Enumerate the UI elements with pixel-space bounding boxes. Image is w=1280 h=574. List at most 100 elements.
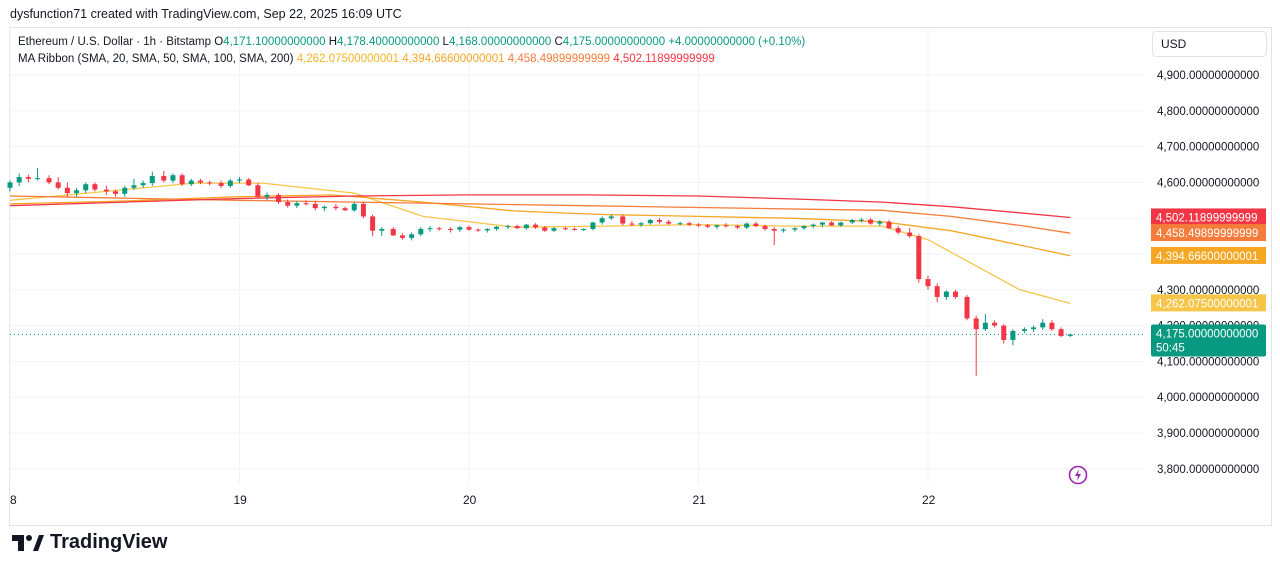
candle-body [656,219,662,222]
x-tick-label: 21 [693,493,707,507]
candle-body [982,322,988,330]
candle-body [55,182,61,188]
candle-body [25,177,31,179]
candle-body [1021,329,1027,331]
candle-body [409,234,415,238]
candle-body [64,187,70,194]
candle-body [1058,329,1064,336]
tradingview-logo-icon [12,534,44,551]
candle-body [753,223,759,227]
ma-line [9,194,1071,257]
x-tick-label: 8 [10,493,17,507]
last-price-tag-label: 4,175.00000000000 [1156,329,1258,341]
x-tick-label: 22 [922,493,936,507]
candle-body [838,222,844,226]
y-tick-label: 4,100.00000000000 [1157,356,1259,368]
candle-body [35,178,41,180]
candle-body [285,202,291,206]
candle-body [735,226,741,228]
ma200-value: 4,502.11899999999 [613,53,715,65]
high-label: H [328,36,338,48]
candle-body [620,216,626,224]
candle-body [351,203,357,211]
candle-body [523,224,529,229]
candle-body [762,226,768,229]
candle-body [255,185,261,197]
candle-body [505,226,511,228]
high-value: 4,178.40000000000 [337,36,440,48]
candle-body [92,184,98,190]
candle-body [551,228,557,231]
candle-body [448,228,454,230]
open-value: 4,171.10000000000 [223,36,326,48]
candle-body [964,296,970,319]
candle-body [321,206,327,209]
ma-price-tag-label: 4,502.11899999999 [1156,212,1257,224]
y-tick-label: 3,800.00000000000 [1157,464,1259,476]
candle-body [666,221,672,224]
ma-price-tag [1151,246,1266,264]
candle-body [705,225,711,227]
ma-ribbon-legend: MA Ribbon (SMA, 20, SMA, 50, SMA, 100, S… [18,53,715,65]
y-tick-label: 4,800.00000000000 [1157,106,1259,118]
ma50-value: 4,394.66600000001 [402,53,505,65]
candle-body [771,228,777,231]
candle-body [303,203,309,205]
candle-body [466,227,472,230]
candle-body [1049,322,1055,330]
ma-price-tag-label: 4,262.07500000001 [1156,298,1258,310]
candle-body [494,226,500,229]
brand-name: TradingView [50,531,168,553]
candle-body [514,226,520,229]
candle-body [179,175,185,185]
candle-body [312,203,318,209]
bar-countdown-label: 50:45 [1156,343,1185,355]
candle-body [744,223,750,228]
candle-body [1010,330,1016,340]
candle-body [122,187,128,194]
candle-body [457,227,463,230]
candle-body [342,208,348,211]
candle-body [973,318,979,330]
candle-body [792,228,798,230]
candle-body [943,291,949,297]
ma100-value: 4,458.49899999999 [507,53,611,65]
candle-body [399,235,405,238]
candle-body [207,182,213,184]
candle-body [83,184,89,191]
candle-body [608,216,614,219]
candle-body [590,222,596,229]
candle-body [895,228,901,233]
y-tick-label: 4,600.00000000000 [1157,177,1259,189]
candle-body [1001,325,1007,340]
candle-body [819,222,825,225]
ma-price-tag [1151,294,1266,312]
change-value: +4.00000000000 (+0.10%) [668,36,806,48]
candle-body [810,224,816,227]
candle-body [829,222,835,226]
open-label: O [214,36,224,48]
lightning-icon[interactable] [1067,464,1089,486]
ma-price-tag-label: 4,394.66600000001 [1156,251,1258,263]
attribution-text: dysfunction71 created with TradingView.c… [10,7,402,21]
ma-price-tag [1151,224,1266,242]
currency-selector[interactable]: USD [1152,31,1267,57]
candle-body [161,175,167,181]
candle-body [1031,327,1037,330]
candle-body [390,228,396,236]
candle-body [542,227,548,231]
low-value: 4,168.00000000000 [448,36,552,48]
ma-line [9,195,1071,234]
last-price-tag [1151,324,1266,357]
candle-body [714,225,720,227]
candle-body [484,228,490,231]
candle-body [801,226,807,229]
candle-body [638,223,644,225]
y-tick-label: 4,300.00000000000 [1157,285,1259,297]
candle-body [599,218,605,223]
candle-body [237,179,242,181]
ma-ribbon-label[interactable]: MA Ribbon (SMA, 20, SMA, 50, SMA, 100, S… [18,53,294,65]
candle-body [647,219,653,224]
y-tick-label: 4,700.00000000000 [1157,142,1259,154]
